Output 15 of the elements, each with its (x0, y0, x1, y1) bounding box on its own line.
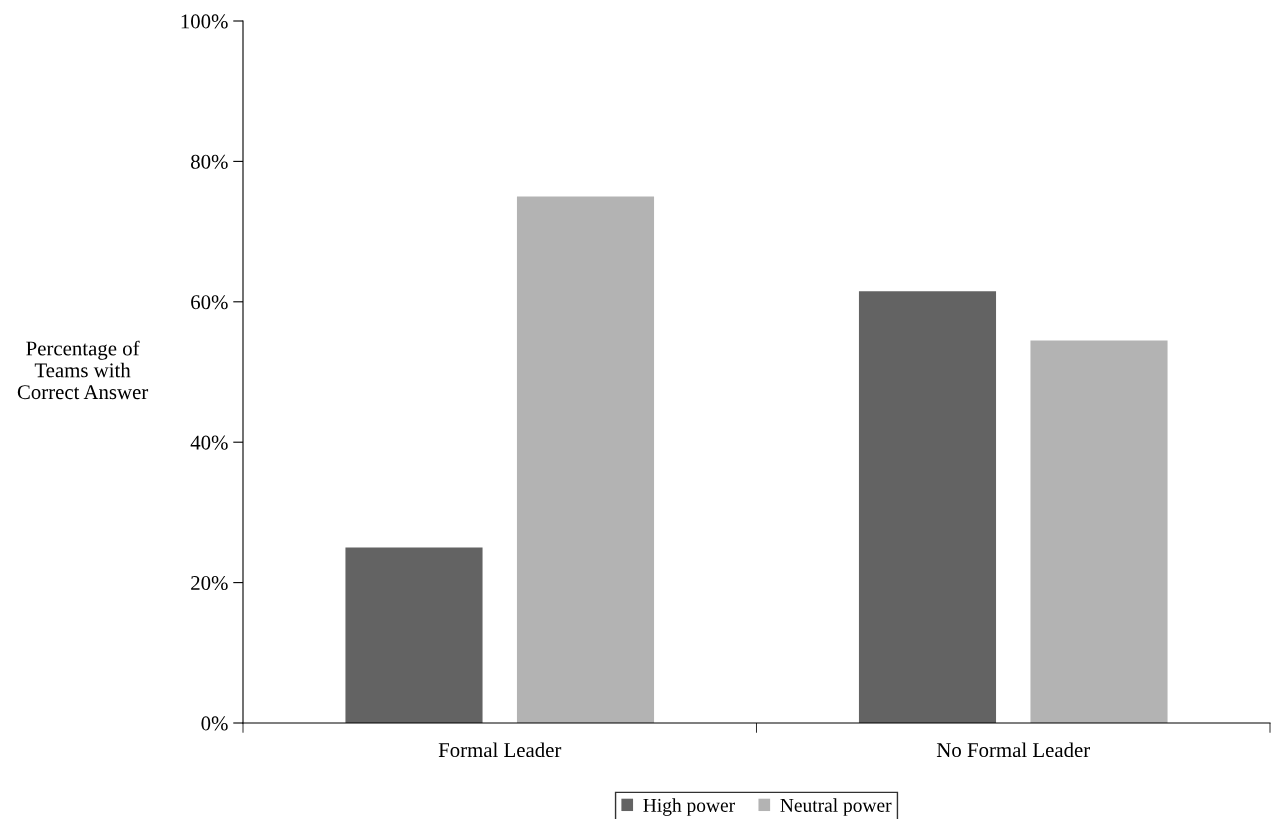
x-tick-label: No Formal Leader (936, 742, 1091, 758)
bar (345, 547, 483, 723)
y-tick-label: 60% (191, 295, 228, 310)
y-tick-label: 80% (191, 154, 228, 169)
legend-label: Neutral power (780, 798, 892, 816)
bar (516, 196, 655, 723)
legend-label: High power (643, 798, 735, 816)
bar (1030, 340, 1168, 723)
x-tick-label: Formal Leader (438, 742, 562, 758)
y-tick-label: 100% (181, 14, 228, 29)
bar (858, 291, 997, 723)
y-tick-label: 40% (190, 435, 228, 450)
y-tick-label: 0% (201, 716, 228, 731)
y-tick-label: 20% (191, 575, 228, 591)
y-axis-title: Percentage of Teams with Correct Answer (17, 340, 149, 400)
